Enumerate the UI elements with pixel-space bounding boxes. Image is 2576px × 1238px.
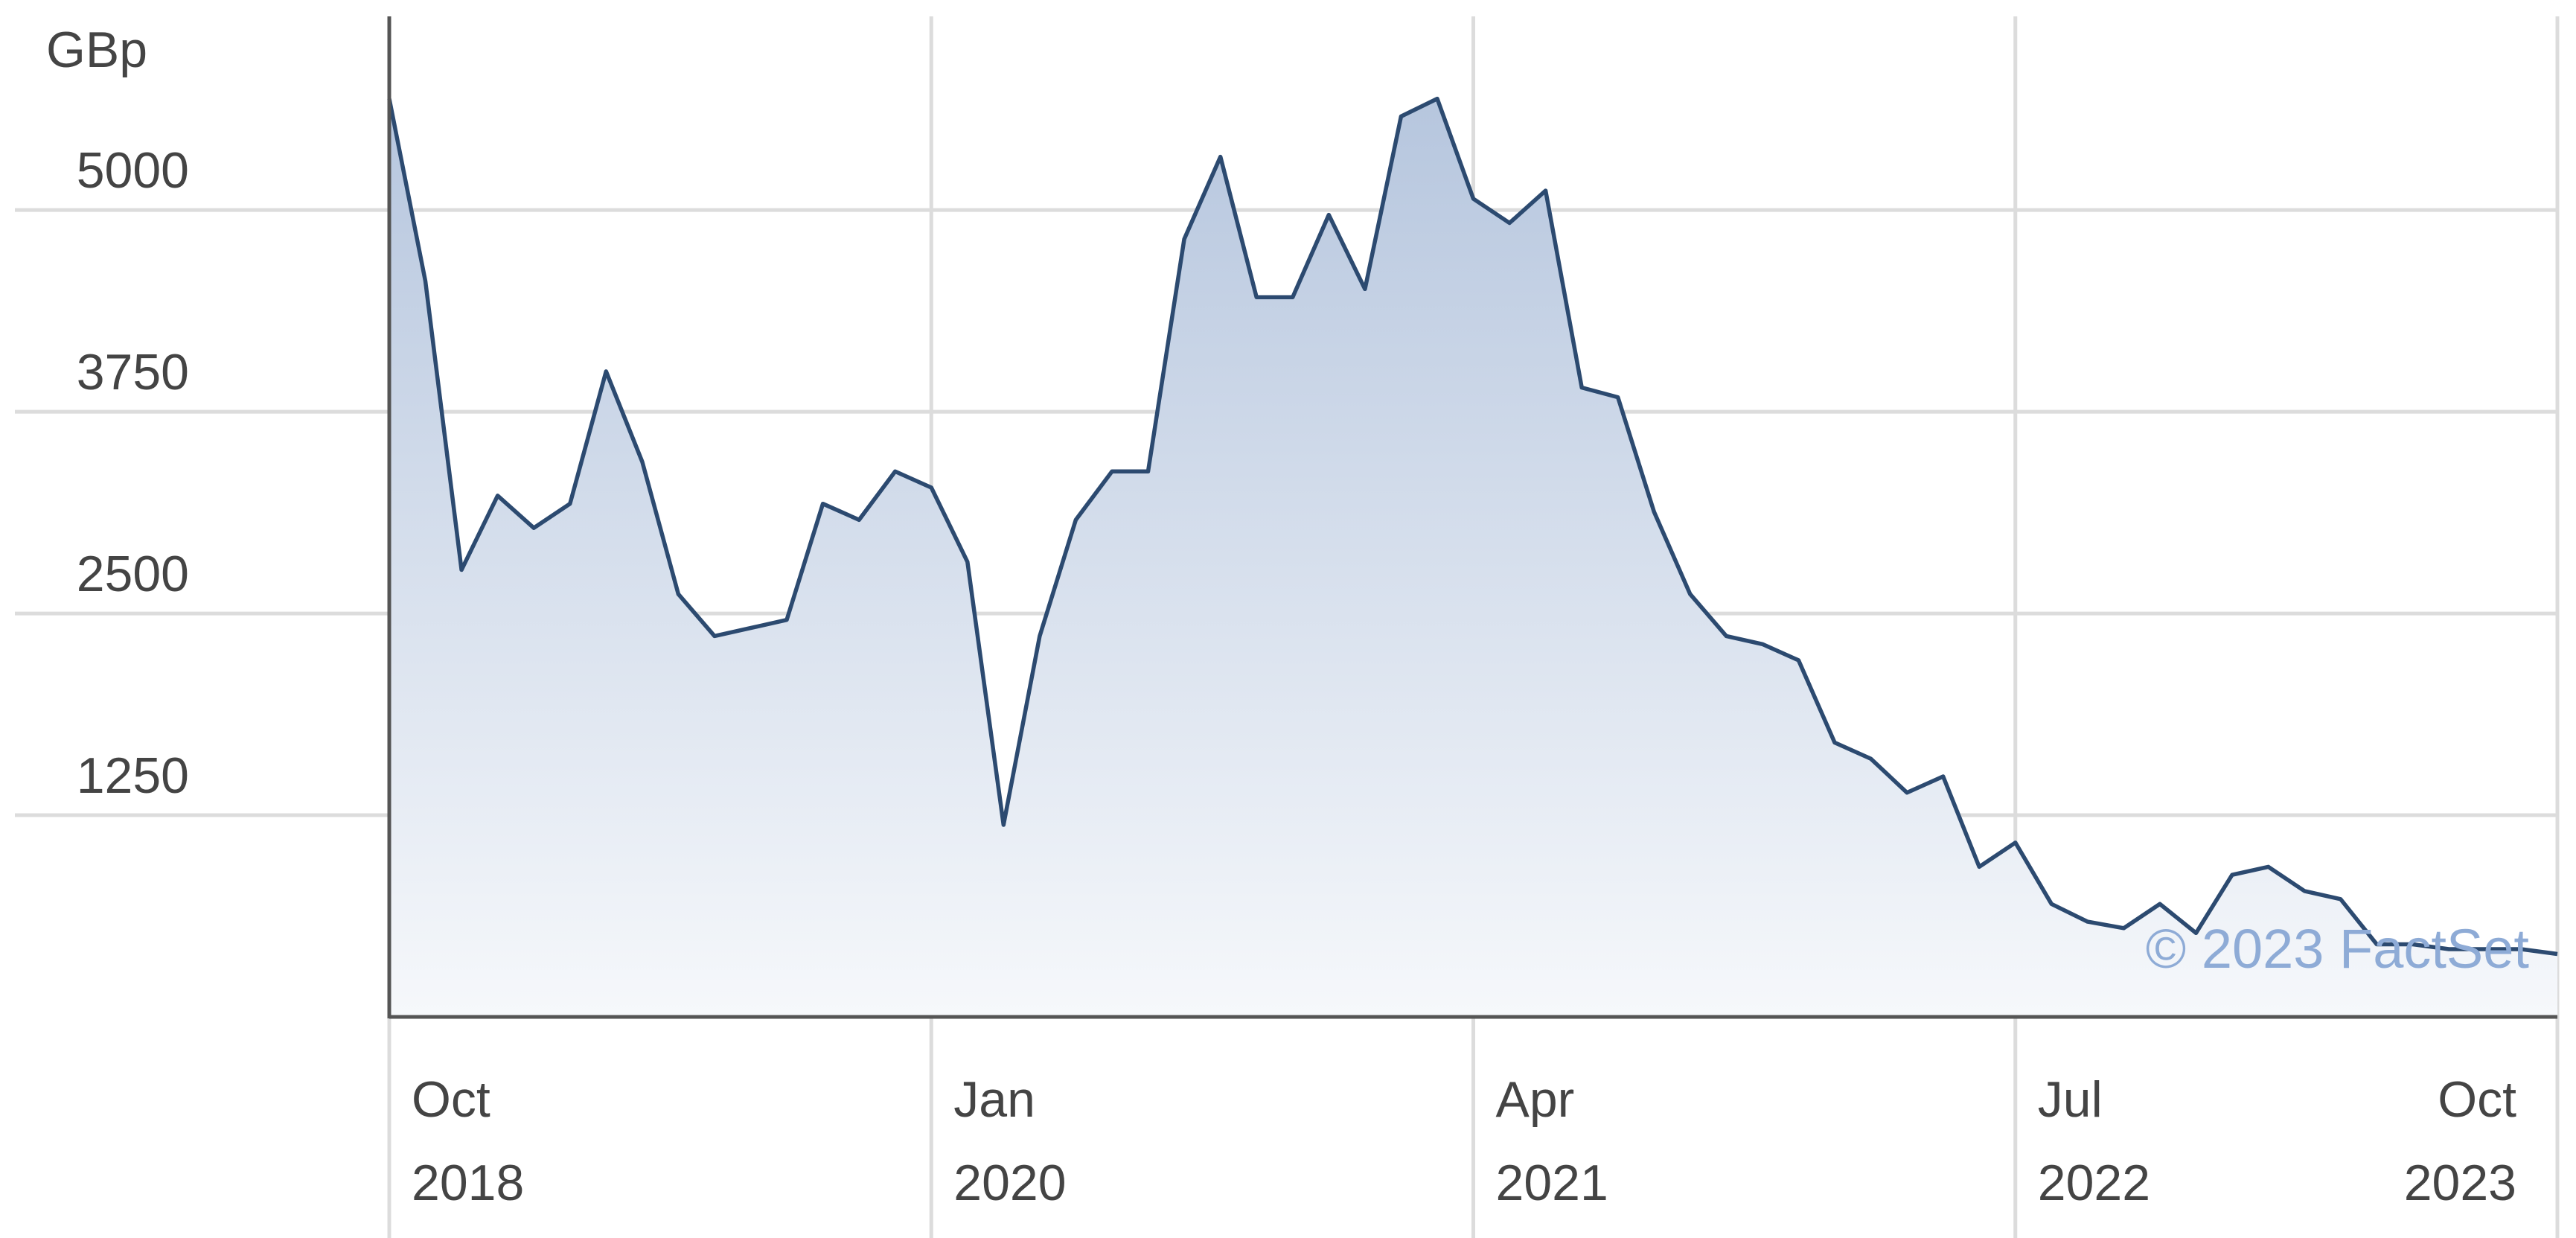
y-tick-label: 1250 bbox=[77, 747, 189, 804]
y-tick-label: 3750 bbox=[77, 344, 189, 401]
x-tick-label: Jul bbox=[2038, 1071, 2103, 1128]
x-tick-label: 2021 bbox=[1496, 1155, 1608, 1211]
x-tick-label: Oct bbox=[2438, 1071, 2516, 1128]
area-fill bbox=[389, 98, 2557, 1018]
x-tick-label: 2020 bbox=[953, 1155, 1066, 1211]
x-tick-label: Oct bbox=[412, 1071, 490, 1128]
y-tick-label: 2500 bbox=[77, 546, 189, 602]
price-line bbox=[387, 96, 2558, 957]
x-tick-label: 2022 bbox=[2038, 1155, 2150, 1211]
y-tick-label: 5000 bbox=[77, 142, 189, 199]
x-tick-label: 2018 bbox=[412, 1155, 524, 1211]
x-tick-label: 2023 bbox=[2404, 1155, 2516, 1211]
x-tick-label: Apr bbox=[1496, 1071, 1575, 1128]
y-unit-label: GBp bbox=[46, 22, 147, 78]
x-tick-label: Jan bbox=[953, 1071, 1035, 1128]
watermark: © 2023 FactSet bbox=[2146, 918, 2530, 980]
